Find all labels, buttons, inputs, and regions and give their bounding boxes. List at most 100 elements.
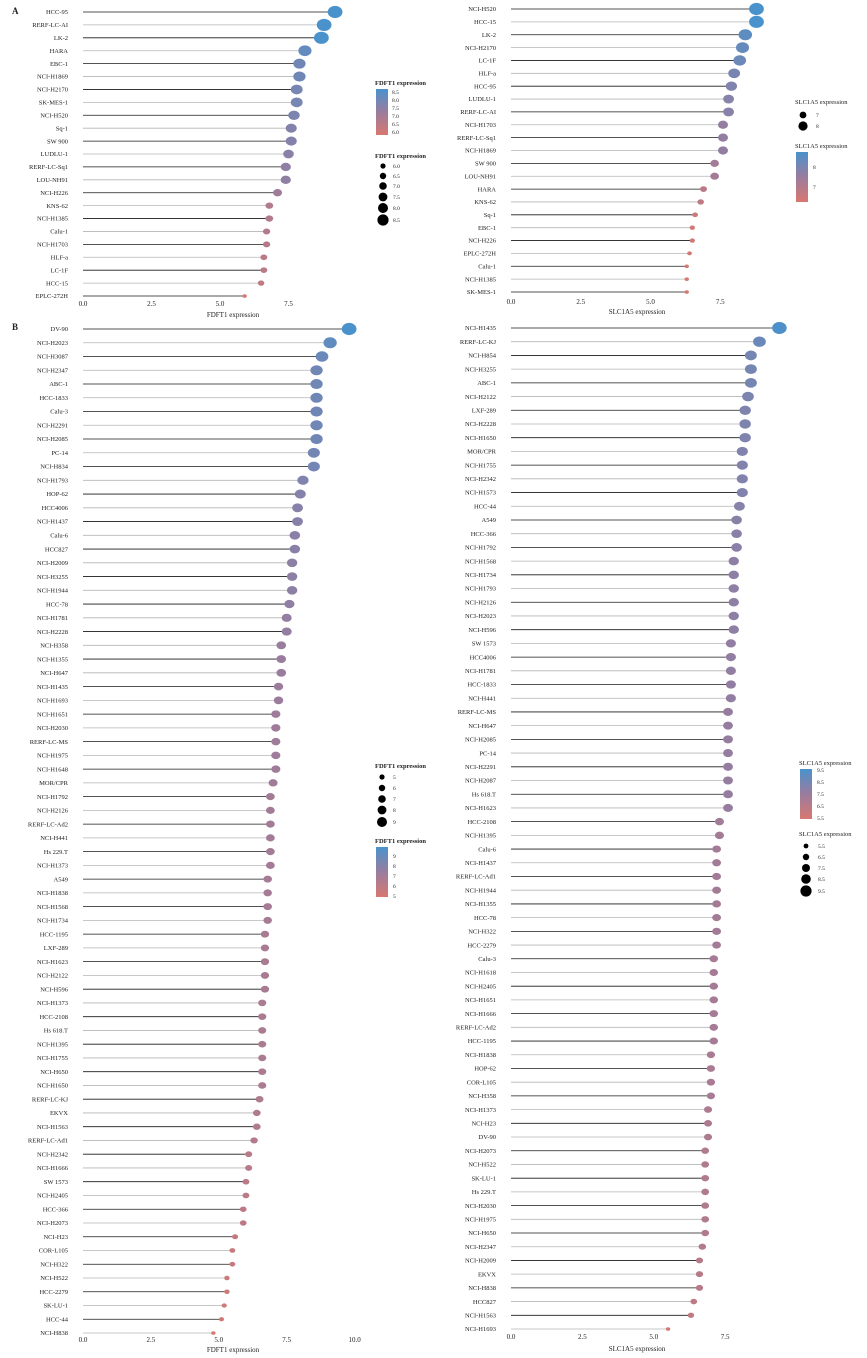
category-label: NCI-H322 — [468, 929, 496, 936]
category-label: NCI-H2342 — [37, 1151, 68, 1158]
category-label: NCI-H1373 — [37, 863, 68, 870]
color-bar — [796, 152, 808, 202]
category-label: LC-1F — [51, 267, 69, 274]
legend-size-title: SLC1A5 expression — [795, 99, 848, 106]
category-label: NCI-H1618 — [465, 970, 496, 977]
legend-label: 5.5 — [817, 816, 824, 822]
category-label: NCI-H1435 — [37, 684, 68, 691]
lollipop-point — [245, 1151, 253, 1158]
legend-label: 8.0 — [392, 98, 399, 104]
legend-label: 9 — [393, 854, 396, 860]
category-label: HCC827 — [473, 1299, 497, 1306]
category-label: DV-90 — [479, 1134, 496, 1141]
category-label: NCI-H2073 — [37, 1220, 68, 1227]
category-label: HCC-44 — [46, 1316, 69, 1323]
x-tick-label: 7.5 — [721, 1333, 730, 1341]
x-tick-label: 7.5 — [282, 1336, 291, 1344]
category-label: NCI-H1838 — [37, 890, 68, 897]
category-label: HCC-366 — [43, 1206, 69, 1213]
lollipop-point — [723, 107, 735, 117]
lollipop-point — [704, 1106, 713, 1113]
lollipop-point — [258, 999, 267, 1007]
lollipop-point — [250, 1137, 258, 1144]
category-label: NCI-H1650 — [37, 1083, 68, 1090]
lollipop-point — [293, 58, 306, 69]
lollipop-point — [229, 1261, 236, 1267]
category-label: NCI-H1568 — [465, 558, 496, 565]
lollipop-point — [292, 503, 303, 513]
lollipop-point — [728, 597, 739, 607]
legend-label: 9.5 — [817, 768, 824, 774]
category-label: NCI-H2087 — [465, 778, 497, 785]
lollipop-point — [772, 322, 787, 334]
legend-size-dot — [798, 121, 808, 131]
lollipop-point — [725, 652, 736, 662]
lollipop-point — [258, 1040, 267, 1048]
legend-label: 7 — [816, 113, 819, 119]
lollipop-point — [728, 584, 739, 593]
lollipop-point — [709, 982, 719, 990]
category-label: NCI-H520 — [468, 6, 496, 13]
legend-size-dot — [377, 805, 387, 815]
category-label: LXF-289 — [44, 945, 68, 952]
lollipop-point — [289, 530, 301, 540]
category-label: RERF-LC-Sq1 — [457, 135, 496, 142]
category-label: ABC-1 — [477, 380, 496, 387]
x-tick-label: 2.5 — [147, 1336, 156, 1344]
panel-letter-a: A — [12, 6, 19, 16]
legend-size-dot — [802, 864, 810, 872]
legend-size-dot — [800, 885, 812, 897]
lollipop-point — [273, 696, 284, 705]
category-label: NCI-H322 — [40, 1261, 68, 1268]
legend-label: 7 — [393, 874, 396, 880]
category-label: NCI-H1563 — [37, 1124, 68, 1131]
lollipop-point — [260, 254, 268, 261]
lollipop-point — [310, 433, 323, 445]
category-label: NCI-H650 — [468, 1230, 496, 1237]
category-label: NCI-H1975 — [465, 1217, 496, 1224]
lollipop-point — [709, 996, 719, 1004]
category-label: NCI-H1385 — [465, 276, 496, 283]
lollipop-point — [717, 133, 729, 142]
x-tick-label: 5.0 — [214, 1336, 223, 1344]
legend-label: 8.0 — [393, 206, 400, 212]
legend-color-title: SLC1A5 expression — [795, 143, 848, 150]
lollipop-point — [736, 446, 748, 456]
x-tick-label: 2.5 — [576, 298, 585, 306]
lollipop-point — [709, 968, 719, 976]
category-label: EKVX — [50, 1110, 68, 1117]
category-label: NCI-H1975 — [37, 753, 68, 760]
category-label: Hs 618.T — [472, 791, 496, 798]
category-label: NCI-H1623 — [465, 805, 496, 812]
lollipop-point — [258, 1054, 267, 1062]
category-label: NCI-H2291 — [465, 764, 496, 771]
lollipop-point — [327, 5, 343, 19]
category-label: DV-90 — [51, 326, 68, 333]
legend-label: 7.5 — [818, 866, 825, 872]
lollipop-point — [733, 55, 747, 66]
lollipop-point — [290, 84, 303, 95]
category-label: LXF-289 — [472, 407, 496, 414]
lollipop-point — [258, 1013, 267, 1021]
category-label: HCC-78 — [474, 915, 496, 922]
category-label: NCI-H1437 — [37, 519, 69, 526]
legend-label: 8 — [813, 165, 816, 171]
legend-label: 7.0 — [393, 184, 400, 190]
category-label: NCI-H838 — [468, 1285, 496, 1292]
lollipop-point — [260, 267, 268, 274]
lollipop-point — [265, 806, 275, 814]
x-tick-label: 7.5 — [716, 298, 725, 306]
lollipop-point — [723, 762, 733, 771]
category-label: NCI-H2291 — [37, 422, 68, 429]
category-label: NCI-H1650 — [465, 435, 496, 442]
lollipop-point — [704, 1133, 713, 1141]
lollipop-point — [710, 172, 719, 180]
lollipop-point — [690, 1298, 698, 1305]
lollipop-point — [284, 599, 295, 609]
lollipop-point — [728, 68, 741, 79]
lollipop-point — [709, 1010, 719, 1018]
category-label: NCI-H2170 — [37, 87, 68, 94]
legend-size-dot — [379, 774, 385, 780]
category-label: NCI-H2009 — [37, 560, 68, 567]
lollipop-point — [723, 735, 733, 744]
